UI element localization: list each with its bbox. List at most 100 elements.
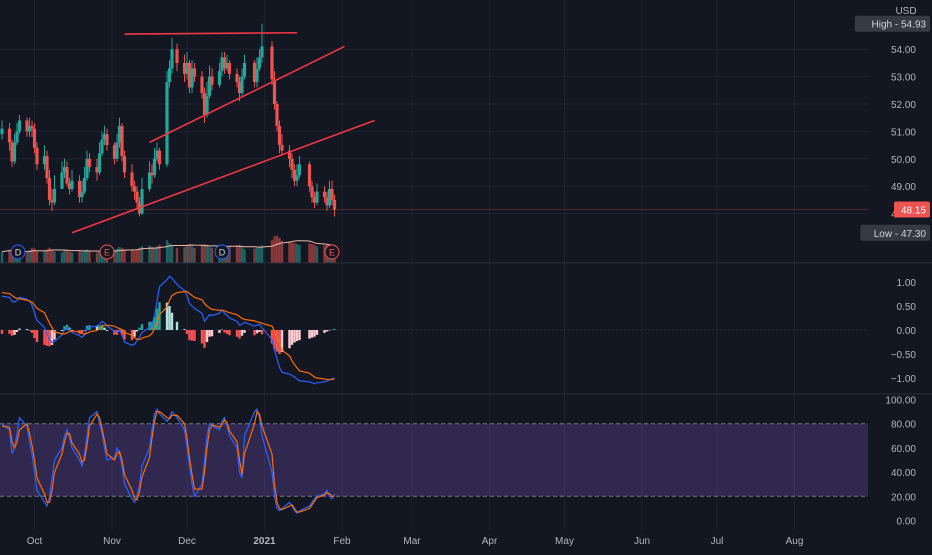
volume-bar <box>315 246 319 263</box>
volume-bar <box>33 248 36 263</box>
macd-histogram-bar <box>220 329 224 331</box>
candle-body <box>150 172 154 176</box>
macd-histogram-bar <box>328 330 331 331</box>
stochastic-tick-label: 0.00 <box>897 517 917 528</box>
macd-histogram-bar <box>298 330 301 341</box>
volume-bar <box>255 247 259 263</box>
event-marker-label: E <box>104 248 110 258</box>
volume-bar <box>243 249 246 263</box>
macd-histogram-bar <box>175 321 179 330</box>
candle-body <box>147 172 152 189</box>
candle-body <box>200 76 204 94</box>
macd-histogram-bar <box>290 330 294 345</box>
candle-body <box>315 191 319 203</box>
volume-bar <box>113 250 116 263</box>
volume-bar <box>165 240 169 263</box>
last-price-label-bg <box>894 201 930 218</box>
candle-body <box>185 62 189 74</box>
macd-histogram-bar <box>255 330 259 334</box>
candle-body <box>167 68 172 83</box>
macd-histogram-bar <box>113 330 116 335</box>
grid <box>0 0 868 530</box>
trendline <box>124 31 298 35</box>
candle-body <box>257 57 262 69</box>
candle-body <box>25 120 29 132</box>
macd-histogram-bar <box>138 327 141 330</box>
volume-bar <box>205 244 209 263</box>
macd-histogram-bar <box>95 325 99 330</box>
price-tick-label: 53.00 <box>891 73 916 84</box>
candle-body <box>60 172 64 189</box>
volume-bar <box>200 245 204 263</box>
candle-body <box>120 125 124 157</box>
volume-bar <box>0 251 4 263</box>
candle-body <box>192 68 197 77</box>
candle-body <box>15 131 19 143</box>
volume-bar <box>80 251 84 263</box>
candle-body <box>65 167 69 184</box>
volume-bar <box>78 250 81 263</box>
high-price-label-bg <box>854 15 930 32</box>
volume-bar <box>258 247 261 263</box>
candle-body <box>27 125 32 132</box>
macd-histogram-bar <box>8 330 11 334</box>
candle-body <box>287 150 292 159</box>
macd-pane[interactable] <box>0 275 868 385</box>
macd-histogram-bar <box>273 330 276 350</box>
event-marker-circle <box>324 244 340 260</box>
candle-body <box>42 156 47 165</box>
macd-histogram-bar <box>105 330 109 331</box>
candle-body <box>7 128 12 143</box>
volume-bar <box>115 248 119 263</box>
volume-bar <box>158 244 161 263</box>
macd-line <box>1 275 335 385</box>
candle-body <box>222 57 227 69</box>
candle-body <box>202 93 207 115</box>
stochastic-tick-label: 20.00 <box>891 492 916 503</box>
macd-histogram-bar <box>270 330 274 344</box>
volume-bar <box>193 247 196 263</box>
candle-body <box>152 158 157 176</box>
candle-body <box>327 188 332 206</box>
volume-bar <box>290 242 294 263</box>
candle-body <box>70 180 74 189</box>
macd-histogram-bar <box>10 330 14 336</box>
time-axis-label: 2021 <box>253 536 276 547</box>
candle-body <box>240 76 244 94</box>
price-tick-label: 51.00 <box>891 127 916 138</box>
price-tick-label: 49.00 <box>891 182 916 193</box>
stochastic-d-line <box>1 410 335 513</box>
macd-histogram-bar <box>135 330 139 332</box>
volume-ma-line <box>1 240 335 253</box>
macd-histogram-bar <box>170 312 174 330</box>
axes: 54.0053.0052.0051.0050.0049.0048.00OctNo… <box>0 15 932 547</box>
volume-bar <box>60 252 64 263</box>
candle-body <box>87 158 92 168</box>
candle-body <box>165 82 169 165</box>
volume-bar <box>240 247 244 263</box>
candle-body <box>47 177 52 200</box>
volume-bar <box>308 243 311 263</box>
macd-histogram-bar <box>155 308 159 330</box>
stochastic-tick-label: 100.00 <box>885 396 916 407</box>
low-price-label-bg <box>860 224 930 241</box>
candle-body <box>170 49 174 69</box>
macd-histogram-bar <box>240 330 244 336</box>
candle-body <box>205 95 209 115</box>
time-axis-label: Nov <box>103 536 121 547</box>
macd-histogram-bar <box>243 330 246 333</box>
candle-body <box>295 175 299 181</box>
stochastic-pane[interactable] <box>0 407 868 515</box>
candle-body <box>135 191 139 203</box>
event-marker-label: D <box>15 248 22 258</box>
macd-histogram-bar <box>63 326 66 330</box>
macd-histogram-bar <box>288 330 291 349</box>
volume-bar <box>188 244 191 263</box>
volume-bar <box>138 247 141 263</box>
macd-histogram-bar <box>218 330 221 333</box>
macd-histogram-bar <box>168 306 171 330</box>
macd-histogram-bar <box>120 330 124 336</box>
